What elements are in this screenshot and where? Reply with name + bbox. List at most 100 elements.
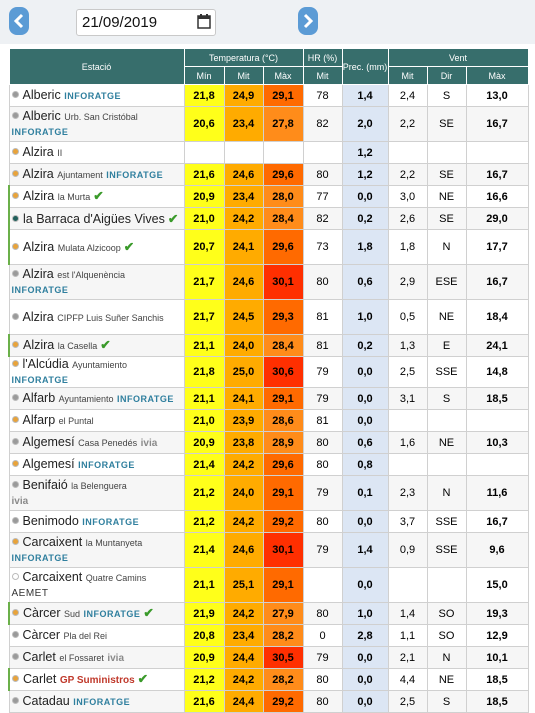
temp-min [183,141,225,164]
station-cell: Alzira est l'Alquenència INFORATGE [8,264,185,300]
temp-min: 20,9 [183,646,225,669]
verified-check: ✔ [123,239,135,254]
station-name: Càrcer [22,628,61,642]
temp-min: 21,9 [183,602,225,625]
station-name: Alzira [22,167,54,181]
wind-max: 16,7 [465,106,529,142]
station-row: l'Alcúdia Ayuntamiento INFORATGE 21,8 25,0… [8,356,529,388]
status-dot [11,170,19,177]
station-row: Alzira est l'Alquenència INFORATGE 21,7 24,… [8,264,529,300]
temp-avg: 24,1 [223,229,264,265]
status-dot [12,674,19,682]
wind-avg: 1,6 [387,431,428,454]
station-row: Alzira la Murta ✔ 20,9 23,4 28,0 77 0,0 3,0 NE 16… [8,185,529,208]
network-tag: INFORATGE [11,375,69,385]
network-tag: INFORATGE [82,517,140,527]
wind-avg [387,141,428,164]
precipitation: 1,0 [341,602,389,625]
station-cell: Alfarb Ayuntamiento INFORATGE [8,387,185,410]
wind-avg: 4,4 [387,668,428,691]
station-name: Alzira [23,338,55,352]
temp-min: 21,0 [183,409,225,432]
station-row: Alzira la Casella ✔ 21,1 24,0 28,4 81 0,2 1,3 E 2… [8,334,529,357]
network-tag: GP Suministros [59,674,135,686]
temp-avg: 24,0 [223,334,264,357]
station-location: la Muntanyeta [85,538,143,548]
wind-dir: SSE [426,356,467,388]
humidity: 79 [302,646,343,669]
precipitation: 0,0 [341,690,389,713]
temp-max [262,141,304,164]
station-cell: Alzira II [8,141,185,164]
precipitation: 1,4 [341,84,389,107]
wind-dir: NE [426,299,467,335]
temp-avg: 24,0 [223,475,264,511]
wind-avg: 2,2 [387,106,428,142]
wind-avg: 2,4 [387,84,428,107]
temp-min: 21,2 [183,475,225,511]
wind-max: 18,4 [465,299,529,335]
wind-max: 15,0 [465,567,529,603]
station-cell: l'Alcúdia Ayuntamiento INFORATGE [8,356,185,388]
wind-dir: SE [426,163,467,186]
wind-dir: S [426,690,467,713]
wind-avg: 2,5 [387,690,428,713]
subheader: Mit [223,66,264,85]
wind-dir [426,453,467,476]
wind-dir: SE [426,207,467,230]
station-location: Casa Penedés [78,437,138,448]
humidity: 79 [302,387,343,410]
precipitation: 0,2 [341,334,389,357]
humidity: 73 [302,229,343,265]
precipitation: 2,8 [341,624,389,647]
station-location: Mulata Alzicoop [57,242,121,253]
temp-min: 21,7 [183,264,225,300]
station-cell: Carlet el Fossaret ivia [8,646,185,669]
wind-max: 18,5 [465,690,529,713]
wind-dir: N [426,229,467,265]
network-tag: INFORATGE [78,460,135,470]
temp-avg: 24,2 [223,668,264,691]
station-name: Benifaió [22,477,68,492]
precipitation: 0,1 [341,475,389,511]
previous-day-button[interactable] [9,7,29,35]
station-row: Carcaixent la Muntanyeta INFORATGE 21,4 24,… [8,532,529,568]
station-location: Sud [64,609,81,619]
status-dot [11,652,19,660]
humidity [302,141,343,164]
next-day-button[interactable] [298,7,318,35]
verified-check: ✔ [137,671,149,686]
station-name: Catadau [22,694,70,708]
precipitation: 0,0 [341,668,389,691]
station-row: Alfarp el Puntal 21,0 23,9 28,6 81 0,0 [8,409,529,432]
temp-max: 27,8 [262,106,304,142]
station-row: Benimodo INFORATGE 21,2 24,2 29,2 80 0,0 3,7 SS… [8,510,529,533]
status-dot [11,631,19,638]
header-wind: Vent [387,48,529,67]
status-dot [12,192,19,199]
wind-max: 16,7 [465,163,529,186]
status-dot [11,394,19,401]
temp-max: 28,2 [262,668,304,691]
temp-min: 21,8 [183,84,225,107]
date-picker[interactable]: 21/09/2019 [76,9,216,36]
wind-avg [387,567,428,603]
temp-max: 29,1 [262,387,304,410]
stations-table: Estació Temperatura (°C) HR (%) Prec. (m… [8,48,529,713]
station-row: Carlet GP Suministros ✔ 21,2 24,2 28,2 80 0,0 4… [8,668,529,691]
temp-max: 28,0 [262,185,304,208]
wind-dir: SE [426,106,467,142]
temp-min: 20,8 [183,624,225,647]
temp-max: 29,1 [262,567,304,603]
temp-min: 21,7 [183,299,225,335]
precipitation: 0,0 [341,510,389,533]
wind-dir: E [426,334,467,357]
wind-dir: NE [426,185,467,208]
subheader: Mit [302,66,343,85]
wind-max [465,453,529,476]
wind-max: 18,5 [465,668,529,691]
network-tag: INFORATGE [73,697,131,707]
table-body: Alberic INFORATGE 21,8 24,9 29,1 78 1,4 2,4 S 13… [8,84,529,713]
station-row: Alzira II 1,2 [8,141,529,164]
